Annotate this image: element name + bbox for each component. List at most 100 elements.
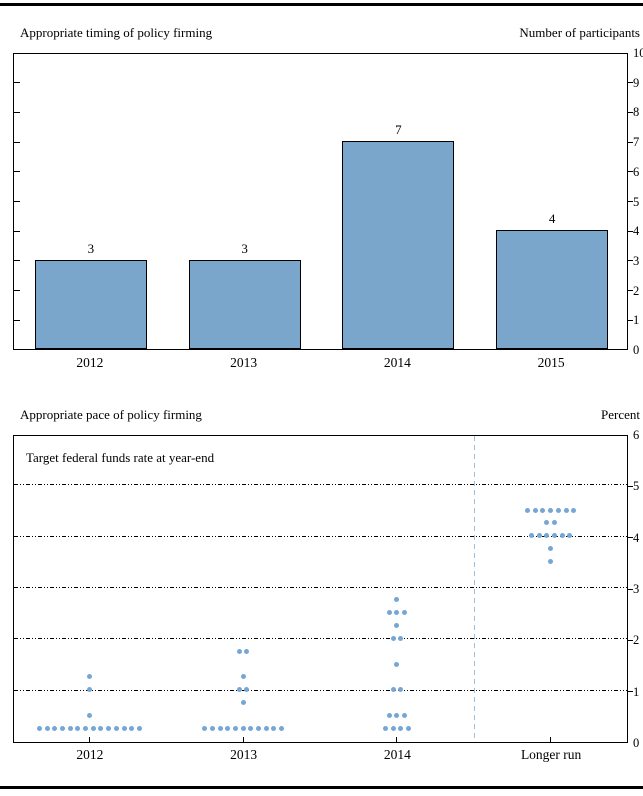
dot xyxy=(202,725,208,731)
dot xyxy=(386,610,392,616)
dot-y-tick-label: 0 xyxy=(633,736,640,750)
dot xyxy=(244,648,250,654)
bar-y-tick-label: 8 xyxy=(633,105,640,120)
dot-plot-unit-label: Percent xyxy=(601,407,640,422)
bar-left-tick xyxy=(14,171,20,173)
dot xyxy=(532,507,538,513)
bar-left-tick xyxy=(14,141,20,143)
bar-chart-plot-area: 3 3 7 4 xyxy=(13,53,628,350)
bar-right-tick xyxy=(628,141,633,143)
dot xyxy=(528,533,534,539)
top-rule xyxy=(0,3,643,6)
bar-x-tick-label: 2015 xyxy=(537,355,565,370)
dot-x-tick-label: Longer run xyxy=(520,747,582,762)
bar-value-label: 7 xyxy=(395,122,402,138)
dot xyxy=(394,661,400,667)
dot xyxy=(83,725,89,731)
dot xyxy=(256,725,262,731)
dot xyxy=(36,725,42,731)
dot xyxy=(75,725,81,731)
bar-right-tick xyxy=(628,290,633,292)
dot xyxy=(209,725,215,731)
dot xyxy=(263,725,269,731)
dot xyxy=(525,507,531,513)
bar-y-tick-label: 3 xyxy=(633,253,640,268)
bar-chart-title: Appropriate timing of policy firming xyxy=(20,25,213,40)
dot-y-tick-label: 1 xyxy=(633,684,640,699)
dot xyxy=(402,610,408,616)
dot xyxy=(567,533,573,539)
bar-right-tick xyxy=(628,230,633,232)
gridline-5 xyxy=(14,484,627,486)
dot xyxy=(555,507,561,513)
dot xyxy=(271,725,277,731)
dot-x-tick xyxy=(396,737,398,742)
dot-x-tick xyxy=(88,737,90,742)
dot xyxy=(240,700,246,705)
bar-right-tick xyxy=(628,319,633,321)
dot xyxy=(548,558,554,564)
dot xyxy=(236,648,242,654)
dot-plot-annotation: Target federal funds rate at year-end xyxy=(26,450,215,465)
dot xyxy=(548,546,554,551)
bar-y-tick-label: 1 xyxy=(633,313,640,328)
bar-y-tick-label: 4 xyxy=(633,224,640,239)
dot-plot-area: Target federal funds rate at year-end xyxy=(13,435,628,743)
dot xyxy=(548,507,554,513)
dot xyxy=(544,520,550,526)
dot xyxy=(244,687,250,693)
bar-y-tick-label: 5 xyxy=(633,194,640,209)
dot xyxy=(536,533,542,539)
dot xyxy=(563,507,569,513)
dot-x-tick-label: 2012 xyxy=(76,747,104,762)
dot xyxy=(86,674,92,680)
dot-y-tick-label: 5 xyxy=(633,479,640,494)
dot xyxy=(225,725,231,731)
dot xyxy=(86,712,92,718)
bar-value-label: 3 xyxy=(241,240,248,256)
bar-value-label: 3 xyxy=(87,240,95,256)
dot-right-tick xyxy=(628,588,633,590)
dot-right-tick xyxy=(628,537,633,539)
dot xyxy=(90,725,96,731)
dot-right-tick xyxy=(628,485,633,487)
bar-y-tick-label: 9 xyxy=(633,75,640,90)
dot xyxy=(279,725,285,731)
bar-x-tick-label: 2013 xyxy=(230,355,258,370)
dot xyxy=(386,712,392,718)
dot xyxy=(551,520,557,526)
dot xyxy=(52,725,58,731)
dot xyxy=(571,507,577,513)
dot xyxy=(136,725,142,731)
dot xyxy=(113,725,119,731)
dot-y-tick-label: 3 xyxy=(633,582,640,596)
dot xyxy=(540,507,546,513)
dot xyxy=(232,725,238,731)
dot xyxy=(394,712,400,718)
bar-2013 xyxy=(188,259,301,349)
dot xyxy=(240,725,246,731)
dot-plot-title: Appropriate pace of policy firming xyxy=(20,407,202,422)
dot xyxy=(121,725,127,731)
dot xyxy=(217,725,223,731)
dot xyxy=(551,533,557,539)
bar-left-tick xyxy=(14,319,20,321)
dot-x-tick xyxy=(242,737,244,742)
dot xyxy=(44,725,50,731)
bar-left-tick xyxy=(14,260,20,262)
dot xyxy=(390,725,396,731)
dot-y-tick-label: 2 xyxy=(633,633,640,648)
bar-x-tick-label: 2012 xyxy=(76,355,104,370)
dot xyxy=(390,635,396,641)
dot xyxy=(129,725,135,731)
dot-y-tick-label: 6 xyxy=(633,428,640,442)
dot xyxy=(402,712,408,718)
gridline-3 xyxy=(14,587,627,588)
bar-right-tick xyxy=(628,111,633,113)
dot xyxy=(405,725,411,731)
dot xyxy=(394,597,400,603)
bar-y-tick-label: 10 xyxy=(633,46,643,60)
gridline-2 xyxy=(14,638,627,640)
bar-left-tick xyxy=(14,201,20,202)
